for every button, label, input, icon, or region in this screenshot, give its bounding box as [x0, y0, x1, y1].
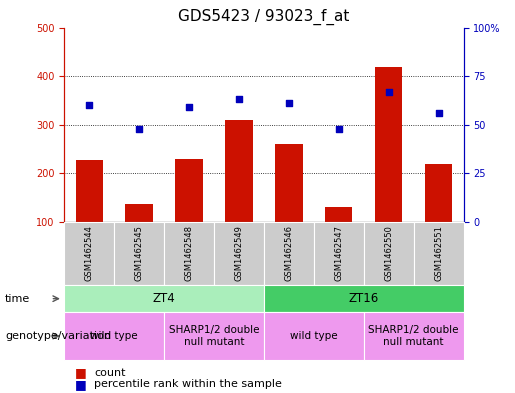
Bar — [225, 120, 253, 222]
Text: wild type: wild type — [91, 331, 138, 341]
Point — [135, 125, 143, 132]
Point — [85, 102, 93, 108]
Text: GSM1462549: GSM1462549 — [234, 226, 244, 281]
Text: ■: ■ — [75, 366, 87, 379]
Bar — [375, 67, 402, 222]
Text: wild type: wild type — [290, 331, 338, 341]
Bar — [275, 144, 303, 222]
Text: time: time — [5, 294, 30, 304]
Text: percentile rank within the sample: percentile rank within the sample — [94, 379, 282, 389]
Point — [185, 104, 193, 110]
Text: ZT4: ZT4 — [153, 292, 176, 305]
Text: genotype/variation: genotype/variation — [5, 331, 111, 341]
Text: SHARP1/2 double
null mutant: SHARP1/2 double null mutant — [368, 325, 459, 347]
Text: GSM1462550: GSM1462550 — [384, 226, 393, 281]
Bar — [325, 207, 352, 222]
Text: count: count — [94, 367, 126, 378]
Text: GSM1462548: GSM1462548 — [184, 226, 194, 281]
Text: GSM1462544: GSM1462544 — [85, 226, 94, 281]
Bar — [425, 163, 452, 222]
Bar — [126, 204, 153, 222]
Text: GSM1462547: GSM1462547 — [334, 226, 344, 281]
Point — [435, 110, 443, 116]
Text: GSM1462551: GSM1462551 — [434, 226, 443, 281]
Text: ■: ■ — [75, 378, 87, 391]
Text: ZT16: ZT16 — [349, 292, 379, 305]
Point — [235, 96, 243, 103]
Text: GSM1462546: GSM1462546 — [284, 226, 294, 281]
Point — [285, 100, 293, 107]
Point — [335, 125, 343, 132]
Text: GSM1462545: GSM1462545 — [135, 226, 144, 281]
Title: GDS5423 / 93023_f_at: GDS5423 / 93023_f_at — [178, 9, 350, 25]
Bar — [176, 159, 203, 222]
Point — [385, 88, 393, 95]
Text: SHARP1/2 double
null mutant: SHARP1/2 double null mutant — [169, 325, 259, 347]
Bar — [76, 160, 103, 222]
